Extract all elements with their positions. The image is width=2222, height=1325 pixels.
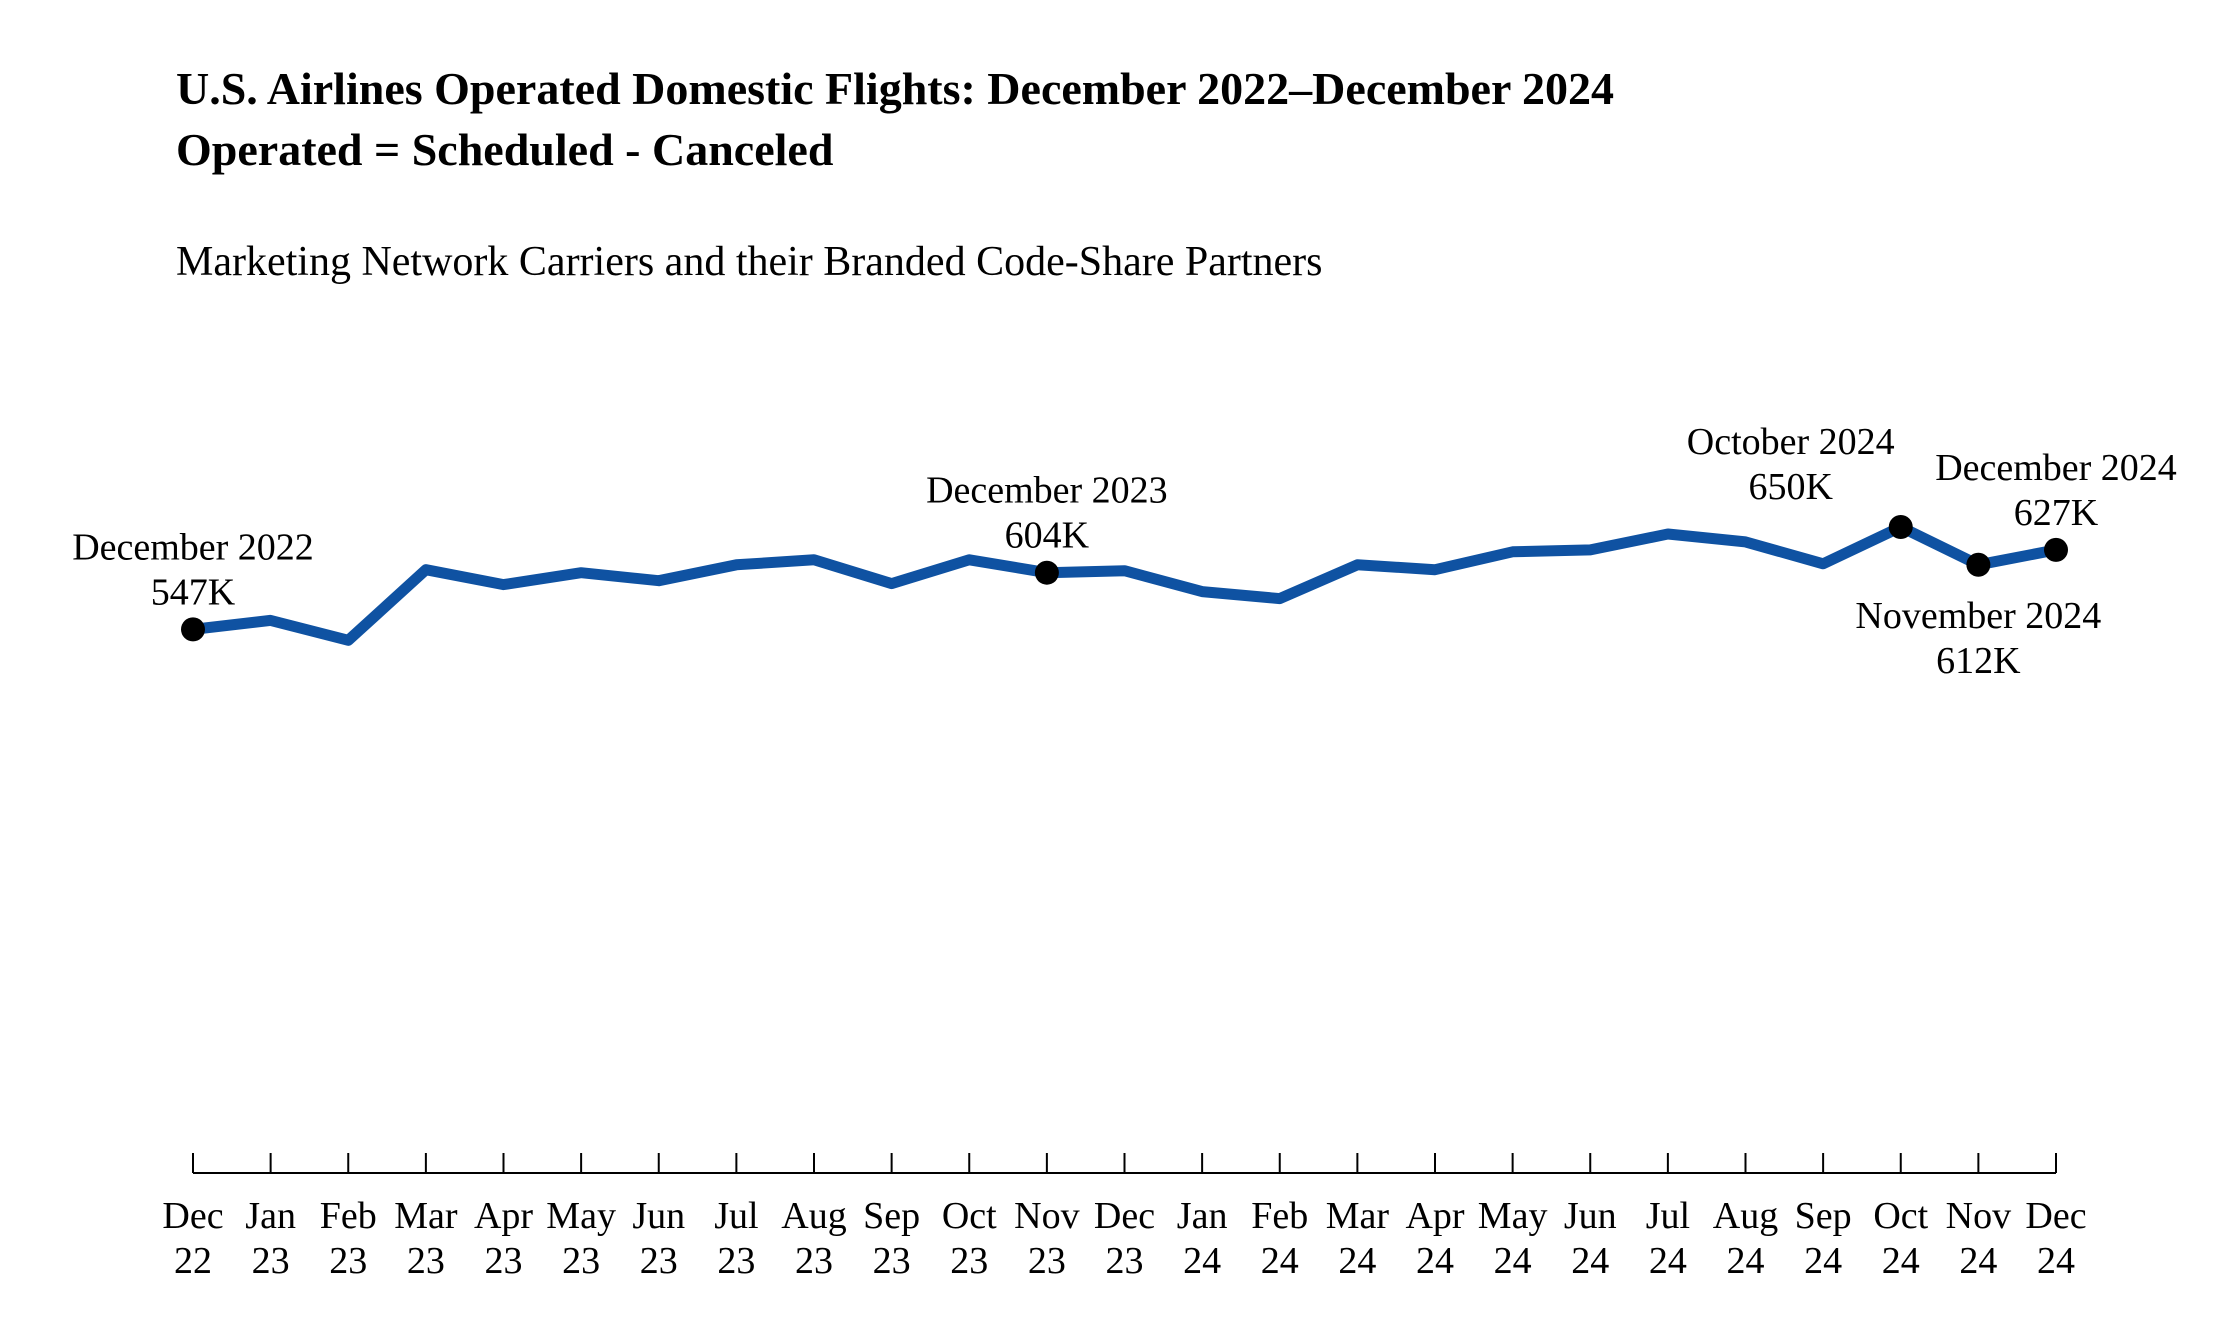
x-tick-label-year: 23 <box>407 1240 445 1282</box>
x-tick-label-month: Dec <box>1094 1195 1155 1237</box>
x-tick-label-month: Apr <box>1405 1195 1464 1237</box>
x-tick-label-year: 23 <box>329 1240 367 1282</box>
chart-title: U.S. Airlines Operated Domestic Flights:… <box>176 63 1615 114</box>
x-tick-label-month: Aug <box>1713 1195 1778 1237</box>
x-tick-label-month: May <box>546 1195 616 1237</box>
x-tick-label-month: Jul <box>1646 1195 1690 1237</box>
x-tick-label-month: Feb <box>1251 1195 1308 1237</box>
x-tick-label-month: Sep <box>863 1195 920 1237</box>
x-tick-label-year: 24 <box>1571 1240 1609 1282</box>
marker-layer <box>181 515 2068 642</box>
x-tick-label-month: Mar <box>394 1195 458 1237</box>
x-tick-label-month: Aug <box>781 1195 846 1237</box>
data-point-marker <box>1034 560 1059 585</box>
annotation-label: October 2024 <box>1687 421 1895 463</box>
series-line <box>187 521 2062 646</box>
x-tick-label-year: 24 <box>1727 1240 1765 1282</box>
x-tick-label-year: 23 <box>640 1240 678 1282</box>
x-tick-label-year: 23 <box>485 1240 523 1282</box>
annotation-value: 612K <box>1936 640 2021 682</box>
x-tick-label-month: Apr <box>474 1195 533 1237</box>
annotation-value: 604K <box>1005 515 1090 557</box>
x-tick-label-month: Dec <box>162 1195 223 1237</box>
x-tick-label-year: 23 <box>795 1240 833 1282</box>
x-tick-label-year: 23 <box>1106 1240 1144 1282</box>
chart-title-block: U.S. Airlines Operated Domestic Flights:… <box>176 58 1614 180</box>
x-tick-label-month: Oct <box>1873 1195 1928 1237</box>
x-tick-label-month: Feb <box>320 1195 377 1237</box>
annotation-label: December 2024 <box>1935 447 2177 489</box>
x-tick-label-year: 22 <box>174 1240 212 1282</box>
annotation-label: November 2024 <box>1855 595 2101 637</box>
x-tick-label-year: 23 <box>950 1240 988 1282</box>
annotation-label: December 2023 <box>926 470 1168 512</box>
x-axis: Dec22Jan23Feb23Mar23Apr23May23Jun23Jul23… <box>162 1153 2087 1282</box>
x-tick-label-year: 24 <box>1882 1240 1920 1282</box>
data-point-marker <box>1888 515 1913 539</box>
x-tick-label-month: Dec <box>2025 1195 2086 1237</box>
x-tick-label-month: Sep <box>1795 1195 1852 1237</box>
x-tick-label-month: Mar <box>1326 1195 1390 1237</box>
data-point-marker <box>181 617 205 642</box>
x-tick-label-year: 23 <box>873 1240 911 1282</box>
x-tick-label-year: 24 <box>1183 1240 1221 1282</box>
x-tick-label-year: 24 <box>2037 1240 2075 1282</box>
x-tick-label-month: Oct <box>942 1195 997 1237</box>
data-point-marker <box>1966 552 1991 577</box>
series-line-layer <box>187 521 2062 646</box>
x-tick-label-month: Jan <box>245 1195 296 1237</box>
annotation-label: December 2022 <box>72 526 314 568</box>
annotation-value: 627K <box>2014 492 2099 534</box>
x-tick-label-year: 24 <box>1494 1240 1532 1282</box>
x-tick-label-year: 24 <box>1261 1240 1299 1282</box>
x-tick-label-year: 23 <box>562 1240 600 1282</box>
x-tick-label-year: 23 <box>1028 1240 1066 1282</box>
x-tick-label-year: 24 <box>1416 1240 1454 1282</box>
x-tick-label-month: Jan <box>1177 1195 1228 1237</box>
chart-subtitle: Operated = Scheduled - Canceled <box>176 124 834 175</box>
x-tick-label-month: Jun <box>1564 1195 1617 1237</box>
x-tick-label-month: May <box>1478 1195 1548 1237</box>
annotation-value: 547K <box>151 571 236 613</box>
x-tick-label-year: 23 <box>717 1240 755 1282</box>
annotation-value: 650K <box>1749 466 1834 508</box>
x-tick-label-year: 23 <box>252 1240 290 1282</box>
x-tick-label-month: Nov <box>1946 1195 2011 1237</box>
x-tick-label-month: Nov <box>1014 1195 1079 1237</box>
x-tick-label-year: 24 <box>1959 1240 1997 1282</box>
x-tick-label-month: Jun <box>632 1195 685 1237</box>
x-tick-label-year: 24 <box>1804 1240 1842 1282</box>
x-tick-label-year: 24 <box>1649 1240 1687 1282</box>
chart-caption: Marketing Network Carriers and their Bra… <box>176 239 1323 285</box>
data-point-marker <box>2044 537 2068 562</box>
x-tick-label-month: Jul <box>714 1195 758 1237</box>
x-tick-label-year: 24 <box>1338 1240 1376 1282</box>
